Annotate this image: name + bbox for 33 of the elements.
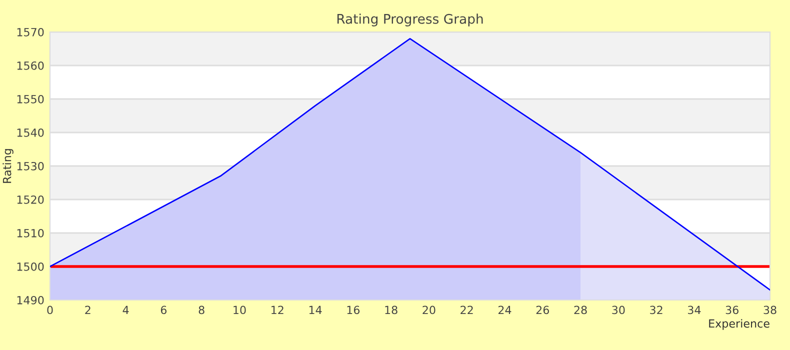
x-tick-label: 12 (272, 306, 284, 314)
chart-title: Rating Progress Graph (337, 14, 483, 26)
x-tick-label: 10 (234, 306, 246, 314)
x-tick-label: 14 (309, 306, 322, 314)
y-tick-label: 1490 (17, 296, 44, 304)
x-tick-label: 26 (536, 306, 549, 314)
y-tick-label: 1570 (17, 28, 44, 36)
y-tick-label: 1510 (17, 228, 44, 238)
x-tick-label: 36 (726, 306, 738, 314)
x-tick-label: 30 (612, 306, 625, 314)
x-tick-label: 34 (688, 306, 701, 314)
x-tick-label: 4 (122, 306, 129, 314)
x-tick-label: 18 (385, 306, 398, 314)
x-tick-label: 24 (498, 306, 512, 314)
line-series (50, 38, 770, 291)
y-tick-label: 1520 (17, 195, 44, 204)
x-axis-title: Experience (709, 319, 770, 330)
x-tick-label: 8 (198, 306, 204, 314)
x-tick-label: 6 (160, 306, 167, 314)
y-tick-label: 1530 (17, 162, 44, 170)
y-tick-label: 1550 (17, 94, 44, 104)
x-tick-label: 38 (764, 306, 776, 314)
x-tick-label: 22 (460, 306, 473, 314)
y-axis-title: Rating (2, 149, 14, 183)
x-tick-label: 32 (650, 306, 662, 314)
x-tick-label: 28 (574, 306, 587, 314)
y-tick-label: 1540 (17, 128, 44, 137)
x-tick-label: 20 (422, 306, 436, 314)
y-tick-label: 1560 (17, 61, 44, 70)
y-tick-label: 1500 (17, 262, 44, 271)
x-tick-label: 2 (85, 306, 90, 314)
x-tick-label: 16 (347, 306, 360, 314)
x-tick-label: 0 (47, 306, 53, 314)
